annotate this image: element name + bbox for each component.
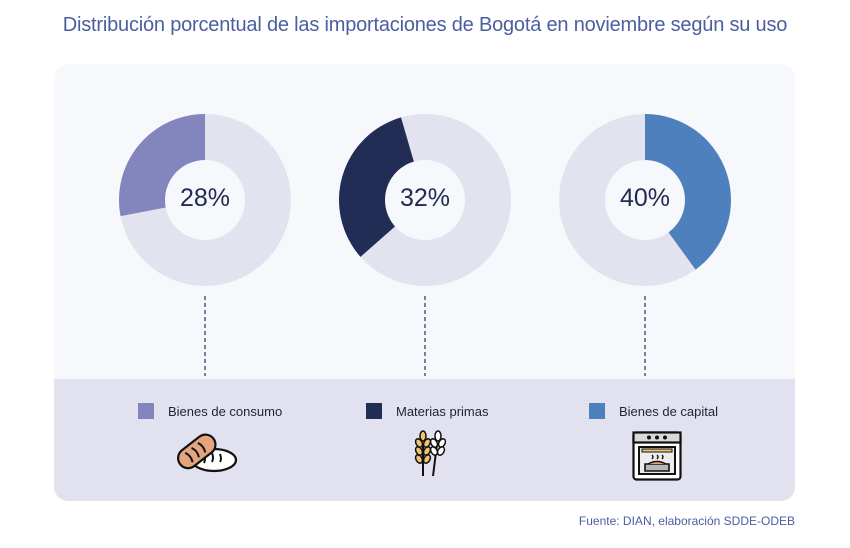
legend-swatch: [589, 403, 605, 419]
donut-slice: [339, 117, 414, 257]
legend-item-materias: Materias primas: [366, 403, 488, 419]
legend-label: Materias primas: [396, 403, 489, 419]
donut-label-materias: 32%: [399, 184, 451, 212]
legend-item-capital: Bienes de capital: [589, 403, 718, 419]
wheat-icon: [414, 430, 447, 477]
donut-label-consumo: 28%: [179, 184, 231, 212]
donut-charts: [119, 114, 732, 376]
legend-label: Bienes de consumo: [168, 403, 283, 419]
chart-card: 28% 32% 40% Bienes de consumo Materias p…: [54, 64, 795, 501]
donut-slice: [645, 114, 732, 270]
oven-icon: [632, 431, 682, 481]
donut-label-capital: 40%: [619, 184, 671, 212]
chart-title: Distribución porcentual de las importaci…: [62, 14, 788, 36]
donut-slice: [119, 114, 205, 217]
legend-swatch: [366, 403, 382, 419]
legend-item-consumo: Bienes de consumo: [138, 403, 282, 419]
bread-icon: [177, 433, 238, 473]
legend-swatch: [138, 403, 154, 419]
legend-label: Bienes de capital: [619, 403, 719, 419]
source-note: Fuente: DIAN, elaboración SDDE-ODEB: [578, 514, 795, 528]
